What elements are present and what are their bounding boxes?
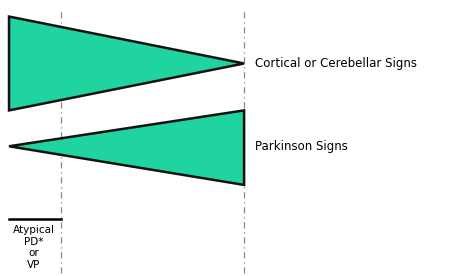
Text: Cortical or Cerebellar Signs: Cortical or Cerebellar Signs [255, 57, 416, 70]
Text: Parkinson Signs: Parkinson Signs [255, 140, 347, 153]
Text: Atypical
PD*
or
VP: Atypical PD* or VP [13, 225, 55, 270]
Polygon shape [9, 17, 244, 110]
Polygon shape [9, 110, 244, 185]
